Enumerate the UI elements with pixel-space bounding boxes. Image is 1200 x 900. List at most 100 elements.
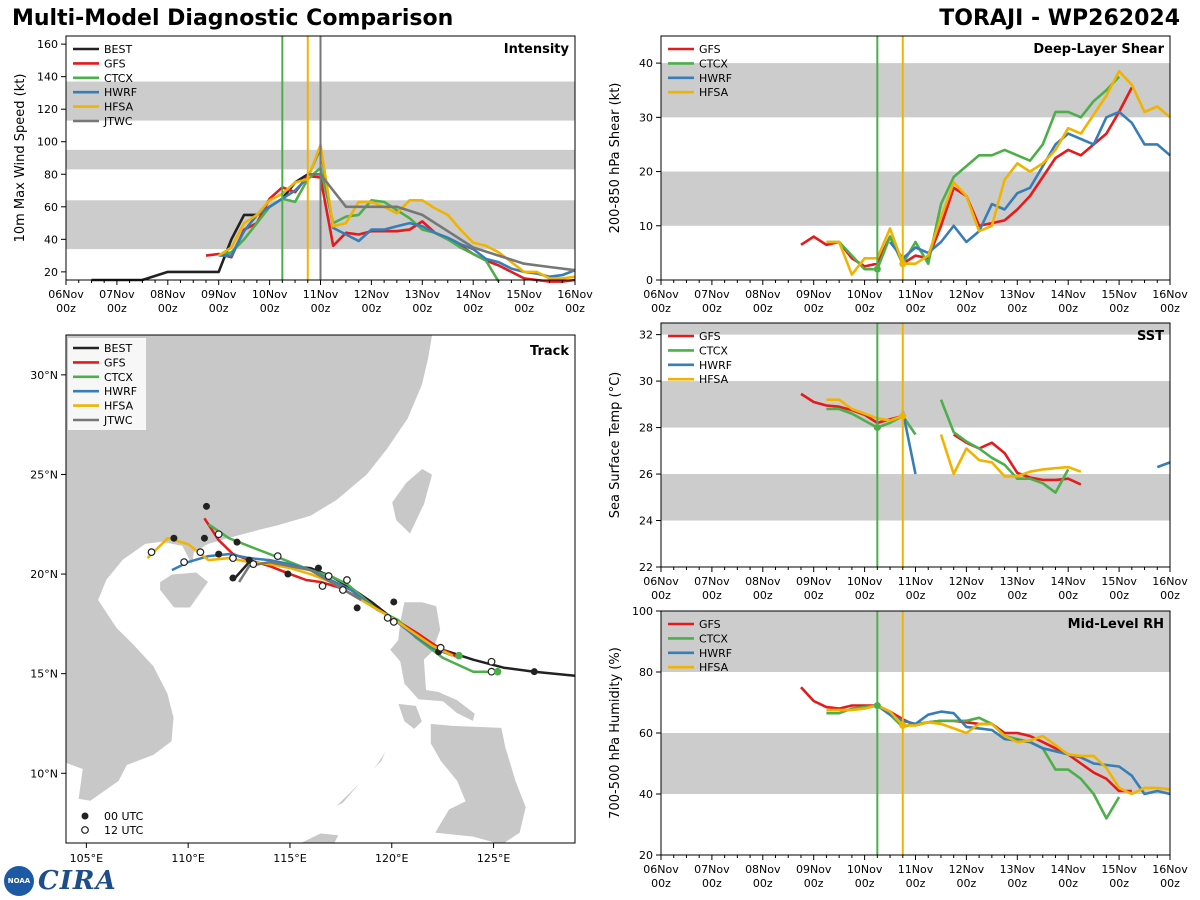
sst-xtick-label: 14Nov [1050, 575, 1086, 588]
rh-xtick-label: 10Nov [847, 863, 883, 876]
rh-xtick-label: 12Nov [949, 863, 985, 876]
intensity-ytick-label: 100 [37, 136, 58, 149]
track-point-00utc [229, 574, 237, 582]
sst-xtick-sub: 00z [1109, 589, 1129, 602]
shear-xtick-label: 12Nov [949, 288, 985, 301]
intensity-series-hwrf [218, 146, 576, 279]
rh-xtick-label: 14Nov [1050, 863, 1086, 876]
track-legend-bg [68, 338, 146, 430]
palawan-land [334, 747, 389, 808]
rh-legend-label: HWRF [699, 647, 732, 660]
intensity-series-ctcx [218, 166, 500, 283]
track-point-00utc [390, 598, 398, 606]
rh-series-hfsa [826, 704, 1171, 796]
rh-xtick-sub: 00z [804, 877, 824, 890]
track-point-00utc [314, 564, 322, 572]
intensity-series-hfsa [218, 143, 576, 280]
rh-xtick-label: 06Nov [643, 863, 679, 876]
sst-band [661, 323, 1170, 335]
track-legend-00utc-label: 00 UTC [104, 810, 144, 823]
sst-xtick-sub: 00z [702, 589, 722, 602]
intensity-ytick-label: 160 [37, 38, 58, 51]
rh-xtick-sub: 00z [1160, 877, 1180, 890]
sst-legend-label: CTCX [699, 344, 728, 357]
sst-xtick-sub: 00z [855, 589, 875, 602]
shear-xtick-label: 06Nov [643, 288, 679, 301]
sst-series-hfsa [939, 434, 1082, 478]
track-point-00utc [170, 534, 178, 542]
sst-xtick-label: 07Nov [694, 575, 730, 588]
rh-xtick-sub: 00z [906, 877, 926, 890]
noaa-logo-icon: NOAA [4, 866, 34, 896]
shear-xtick-sub: 00z [753, 302, 773, 315]
intensity-xtick-sub: 00z [412, 302, 432, 315]
sst-legend-label: GFS [699, 330, 721, 343]
cira-logo-text: CIRA [38, 866, 117, 896]
intensity-xtick-sub: 00z [565, 302, 585, 315]
shear-ytick-label: 20 [639, 166, 653, 179]
sst-ytick-label: 22 [639, 561, 653, 574]
panel-shear: 06Nov00z07Nov00z08Nov00z09Nov00z10Nov00z… [608, 35, 1188, 315]
track-point-12utc [249, 560, 258, 568]
intensity-xtick-label: 07Nov [99, 288, 135, 301]
rh-marker-ctcx [873, 702, 881, 710]
sst-xtick-sub: 00z [804, 589, 824, 602]
shear-xtick-sub: 00z [651, 302, 671, 315]
panel-rh: 06Nov00z07Nov00z08Nov00z09Nov00z10Nov00z… [608, 605, 1188, 890]
shear-band [661, 171, 1170, 226]
track-point-12utc [343, 576, 351, 584]
rh-ylabel: 700-500 hPa Humidity (%) [608, 647, 623, 819]
track-point-12utc [229, 554, 237, 563]
track-xtick-label: 115°E [273, 852, 306, 865]
intensity-ytick-label: 140 [37, 71, 58, 84]
rh-legend-label: CTCX [699, 632, 728, 645]
track-point-ctcx [455, 651, 463, 660]
panel-sst: 06Nov00z07Nov00z08Nov00z09Nov00z10Nov00z… [608, 322, 1188, 602]
track-point-00utc [202, 502, 210, 510]
track-point-ctcx [493, 667, 502, 676]
track-series-ctcx [207, 523, 498, 673]
shear-xtick-sub: 00z [906, 302, 926, 315]
shear-xtick-sub: 00z [957, 302, 977, 315]
track-point-12utc [180, 558, 188, 567]
intensity-xtick-label: 16Nov [557, 288, 593, 301]
panel-intensity: 06Nov00z07Nov00z08Nov00z09Nov00z10Nov00z… [13, 35, 593, 315]
intensity-legend-label: CTCX [104, 72, 133, 85]
sst-series-hfsa [826, 398, 904, 422]
sst-xtick-sub: 00z [957, 589, 977, 602]
shear-xtick-label: 11Nov [898, 288, 934, 301]
shear-ytick-label: 30 [639, 111, 653, 124]
track-point-00utc [215, 550, 223, 558]
track-frame [65, 334, 576, 844]
shear-legend-label: CTCX [699, 57, 728, 70]
sst-ytick-label: 24 [639, 515, 653, 528]
rh-band [661, 611, 1170, 672]
taiwan-land [391, 468, 433, 535]
sst-title: SST [1137, 329, 1164, 344]
track-legend-12utc-marker [81, 826, 89, 834]
shear-xtick-label: 13Nov [1000, 288, 1036, 301]
track-point-12utc [487, 657, 496, 666]
intensity-legend-label: GFS [104, 57, 126, 70]
shear-xtick-sub: 00z [855, 302, 875, 315]
rh-xtick-label: 11Nov [898, 863, 934, 876]
rh-ytick-label: 80 [639, 666, 653, 679]
rh-xtick-label: 15Nov [1101, 863, 1137, 876]
track-legend-12utc-label: 12 UTC [104, 824, 144, 837]
shear-legend-label: HWRF [699, 72, 732, 85]
track-point-12utc [383, 613, 392, 622]
mindoro-land [397, 703, 423, 730]
borneo-land [299, 832, 340, 843]
track-point-00utc [233, 538, 241, 546]
shear-band [661, 63, 1170, 118]
intensity-xtick-sub: 00z [158, 302, 178, 315]
track-point-12utc [147, 548, 156, 557]
sst-xtick-label: 10Nov [847, 575, 883, 588]
track-point-00utc [284, 570, 292, 578]
track-point-12utc [338, 586, 347, 594]
intensity-xtick-sub: 00z [56, 302, 76, 315]
rh-xtick-label: 16Nov [1152, 863, 1188, 876]
shear-xtick-sub: 00z [804, 302, 824, 315]
sst-legend-label: HFSA [699, 373, 729, 386]
